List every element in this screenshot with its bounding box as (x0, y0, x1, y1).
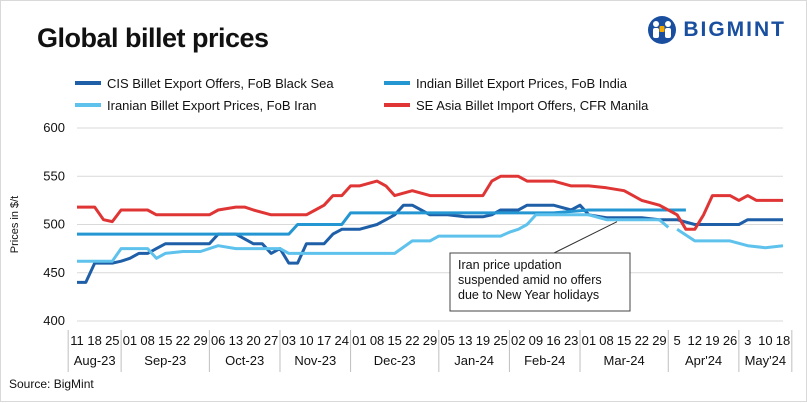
x-tick-label: 3 (744, 333, 751, 348)
bigmint-logo-icon (648, 16, 677, 44)
series-line-continued (676, 228, 784, 250)
month-label: Nov-23 (294, 353, 336, 368)
x-tick-label: 29 (652, 333, 666, 348)
x-tick-label: 20 (246, 333, 260, 348)
x-tick-label: 5 (673, 333, 680, 348)
x-tick-label: 23 (564, 333, 578, 348)
y-tick-label: 550 (43, 168, 65, 183)
legend-label: SE Asia Billet Import Offers, CFR Manila (416, 98, 649, 113)
x-tick-label: 17 (317, 333, 331, 348)
legend-label: CIS Billet Export Offers, FoB Black Sea (107, 76, 334, 91)
x-tick-label: 15 (617, 333, 631, 348)
x-tick-label: 12 (688, 333, 702, 348)
brand-name: BIGMINT (683, 18, 786, 41)
month-label: Dec-23 (374, 353, 416, 368)
annotation-box (449, 252, 631, 312)
y-tick-label: 450 (43, 265, 65, 280)
y-tick-label: 500 (43, 217, 65, 232)
series-line (77, 174, 783, 231)
annotation-text: Iran price updation (458, 258, 562, 272)
x-tick-label: 01 (352, 333, 366, 348)
month-label: Apr'24 (685, 353, 722, 368)
x-tick-label: 06 (211, 333, 225, 348)
annotation-text: suspended amid no offers (458, 273, 602, 287)
x-tick-label: 01 (123, 333, 137, 348)
series-line (77, 213, 670, 263)
month-label: May'24 (745, 353, 787, 368)
x-tick-label: 08 (370, 333, 384, 348)
gridlines (77, 127, 783, 322)
month-label: Mar-24 (604, 353, 645, 368)
x-tick-label: 08 (599, 333, 613, 348)
x-tick-label: 19 (476, 333, 490, 348)
x-tick-label: 01 (582, 333, 596, 348)
x-tick-label: 22 (176, 333, 190, 348)
x-tick-label: 02 (511, 333, 525, 348)
x-tick-label: 09 (529, 333, 543, 348)
x-tick-label: 16 (546, 333, 560, 348)
x-tick-label: 26 (723, 333, 737, 348)
x-tick-label: 08 (140, 333, 154, 348)
month-label: Oct-23 (225, 353, 264, 368)
legend-label: Iranian Billet Export Prices, FoB Iran (107, 98, 317, 113)
x-tick-label: 13 (229, 333, 243, 348)
chart-title: Global billet prices (37, 23, 269, 53)
x-tick-label: 05 (440, 333, 454, 348)
x-tick-label: 27 (264, 333, 278, 348)
annotation-leader (553, 221, 618, 254)
month-label: Aug-23 (74, 353, 116, 368)
x-tick-label: 24 (335, 333, 349, 348)
series-lines (77, 174, 784, 284)
x-tick-label: 13 (458, 333, 472, 348)
bigmint-logo: BIGMINT (647, 13, 786, 47)
x-tick-label: 03 (282, 333, 296, 348)
month-label: Sep-23 (144, 353, 186, 368)
series-line (77, 208, 686, 236)
x-tick-label: 29 (423, 333, 437, 348)
chart-legend: CIS Billet Export Offers, FoB Black Sea I… (75, 76, 649, 113)
x-tick-label: 29 (193, 333, 207, 348)
x-tick-label: 22 (635, 333, 649, 348)
legend-label: Indian Billet Export Prices, FoB India (416, 76, 628, 91)
x-tick-label: 10 (758, 333, 772, 348)
x-tick-label: 18 (87, 333, 101, 348)
x-tick-label: 15 (158, 333, 172, 348)
x-tick-label: 18 (776, 333, 790, 348)
y-axis-title: Prices in $/t (9, 196, 21, 253)
series-line (77, 203, 783, 284)
y-tick-label: 600 (43, 120, 65, 135)
x-tick-label: 25 (493, 333, 507, 348)
y-tick-label: 400 (43, 313, 65, 328)
annotation-text: due to New Year holidays (458, 288, 599, 302)
x-tick-label: 25 (105, 333, 119, 348)
source-note: Source: BigMint (9, 377, 94, 391)
x-tick-label: 22 (405, 333, 419, 348)
month-label: Jan-24 (454, 353, 494, 368)
x-tick-label: 19 (705, 333, 719, 348)
month-label: Feb-24 (524, 353, 565, 368)
x-tick-label: 15 (387, 333, 401, 348)
x-tick-label: 10 (299, 333, 313, 348)
x-tick-label: 11 (70, 333, 84, 348)
